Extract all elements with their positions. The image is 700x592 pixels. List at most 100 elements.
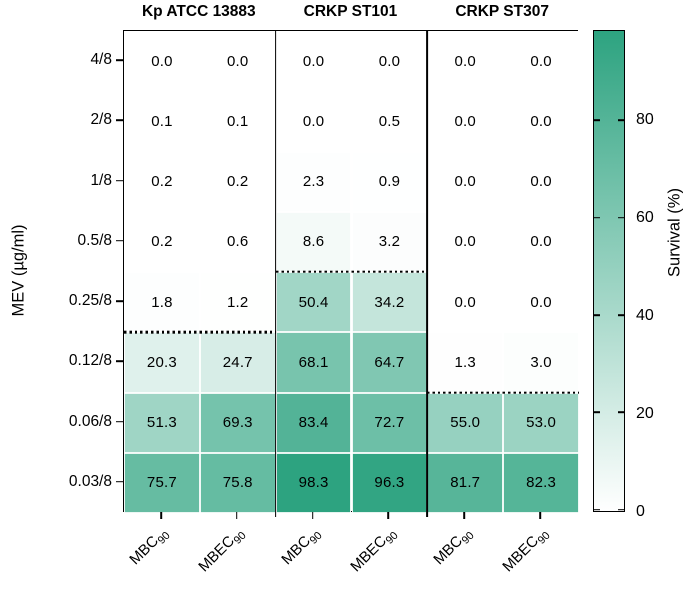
column-tick-label: MBEC90 <box>347 524 400 576</box>
group-separator <box>426 31 429 517</box>
colorbar-tick <box>594 314 600 316</box>
heatmap-cell: 3.2 <box>351 211 428 272</box>
colorbar-label: Survival (%) <box>665 188 684 277</box>
heatmap-cell: 96.3 <box>351 452 428 513</box>
heatmap-cell: 72.7 <box>351 392 428 453</box>
heatmap-cell: 1.2 <box>199 272 276 333</box>
colorbar-tick <box>618 411 624 414</box>
heatmap-cell: 0.2 <box>124 211 200 272</box>
heatmap-cell: 0.0 <box>427 151 504 212</box>
heatmap-cell: 0.0 <box>275 31 352 92</box>
row-tick-label: 2/8 <box>90 111 112 129</box>
column-tick-label: MBC90 <box>127 524 173 569</box>
colorbar-gradient <box>594 31 624 511</box>
heatmap-cell: 0.6 <box>199 211 276 272</box>
heatmap-cell: 98.3 <box>275 452 352 513</box>
colorbar-tick <box>594 216 600 219</box>
heatmap-cell: 1.8 <box>124 272 200 333</box>
row-tick <box>116 59 123 61</box>
heatmap-cell: 50.4 <box>275 272 352 333</box>
row-tick-label: 0.5/8 <box>77 231 112 249</box>
column-tick <box>160 512 162 519</box>
colorbar <box>593 30 625 512</box>
heatmap-cell: 82.3 <box>503 452 579 513</box>
heatmap-cell: 69.3 <box>199 392 276 453</box>
row-tick <box>116 240 123 242</box>
row-tick-label: 1/8 <box>90 171 112 189</box>
row-tick <box>116 481 123 483</box>
row-tick <box>116 420 123 423</box>
column-group-header: CRKP ST101 <box>303 3 398 20</box>
heatmap-cell: 55.0 <box>427 392 504 453</box>
colorbar-tick <box>618 509 624 511</box>
colorbar-tick <box>618 216 624 219</box>
colorbar-tick-label: 0 <box>636 503 645 520</box>
heatmap: 0.0 0.0 0.1 0.1 0.2 0.2 0.2 0.6 1.8 1.2 20.3 24.7 51… <box>123 30 579 517</box>
colorbar-tick-label: 20 <box>636 404 654 422</box>
heatmap-cell: 0.0 <box>503 91 579 152</box>
column-tick <box>463 512 466 519</box>
heatmap-cell: 8.6 <box>275 211 352 272</box>
heatmap-cell: 53.0 <box>503 392 579 453</box>
heatmap-cell: 24.7 <box>199 332 276 393</box>
heatmap-cell: 0.2 <box>124 151 200 212</box>
row-tick-label: 0.06/8 <box>68 412 112 430</box>
heatmap-cell: 51.3 <box>124 392 200 453</box>
threshold-dotted-line <box>124 330 276 334</box>
heatmap-cell: 0.0 <box>124 31 200 92</box>
column-tick-label: MBEC90 <box>195 524 248 576</box>
colorbar-tick-label: 60 <box>636 208 654 226</box>
heatmap-cell: 0.0 <box>427 272 504 333</box>
heatmap-cell: 0.0 <box>503 151 579 212</box>
heatmap-cell: 0.1 <box>124 91 200 152</box>
heatmap-cell: 81.7 <box>427 452 504 513</box>
colorbar-tick <box>618 314 624 316</box>
heatmap-cell: 0.9 <box>351 151 428 212</box>
column-group-header: Kp ATCC 13883 <box>141 3 256 20</box>
column-tick <box>235 512 238 519</box>
heatmap-cell: 0.0 <box>351 31 428 92</box>
colorbar-tick <box>618 119 624 121</box>
heatmap-cell: 68.1 <box>275 332 352 393</box>
heatmap-cell: 0.0 <box>427 31 504 92</box>
heatmap-cell: 0.0 <box>275 91 352 152</box>
heatmap-cell: 0.0 <box>427 211 504 272</box>
heatmap-cell: 34.2 <box>351 272 428 333</box>
row-tick-label: 0.25/8 <box>68 292 112 310</box>
heatmap-cell: 0.0 <box>503 31 579 92</box>
colorbar-tick <box>594 119 600 121</box>
colorbar-tick <box>594 411 600 414</box>
heatmap-cell: 0.0 <box>503 211 579 272</box>
heatmap-cell: 64.7 <box>351 332 428 393</box>
colorbar-tick <box>594 509 600 511</box>
column-tick <box>539 512 541 519</box>
heatmap-cell: 2.3 <box>275 151 352 212</box>
row-tick-label: 0.12/8 <box>68 352 112 370</box>
heatmap-cell: 0.0 <box>427 91 504 152</box>
colorbar-tick-label: 40 <box>636 306 654 324</box>
column-tick-label: MBC90 <box>278 524 324 569</box>
row-tick <box>116 360 123 363</box>
column-tick <box>387 512 390 519</box>
heatmap-cell: 0.0 <box>503 272 579 333</box>
threshold-dotted-line <box>275 270 428 274</box>
heatmap-cell: 0.1 <box>199 91 276 152</box>
row-tick <box>116 300 123 302</box>
column-tick <box>311 512 314 519</box>
heatmap-cell: 0.2 <box>199 151 276 212</box>
heatmap-cell: 0.0 <box>199 31 276 92</box>
threshold-dotted-line <box>427 391 579 394</box>
row-tick <box>116 179 123 182</box>
colorbar-tick-label: 80 <box>636 110 654 128</box>
row-tick-label: 0.03/8 <box>68 472 112 490</box>
heatmap-cell: 0.5 <box>351 91 428 152</box>
heatmap-cell: 75.7 <box>124 452 200 513</box>
row-tick <box>116 119 123 122</box>
column-tick-label: MBC90 <box>430 524 476 569</box>
heatmap-cell: 3.0 <box>503 332 579 393</box>
row-tick-label: 4/8 <box>90 51 112 69</box>
heatmap-cell: 83.4 <box>275 392 352 453</box>
heatmap-cell: 1.3 <box>427 332 504 393</box>
heatmap-cell: 75.8 <box>199 452 276 513</box>
